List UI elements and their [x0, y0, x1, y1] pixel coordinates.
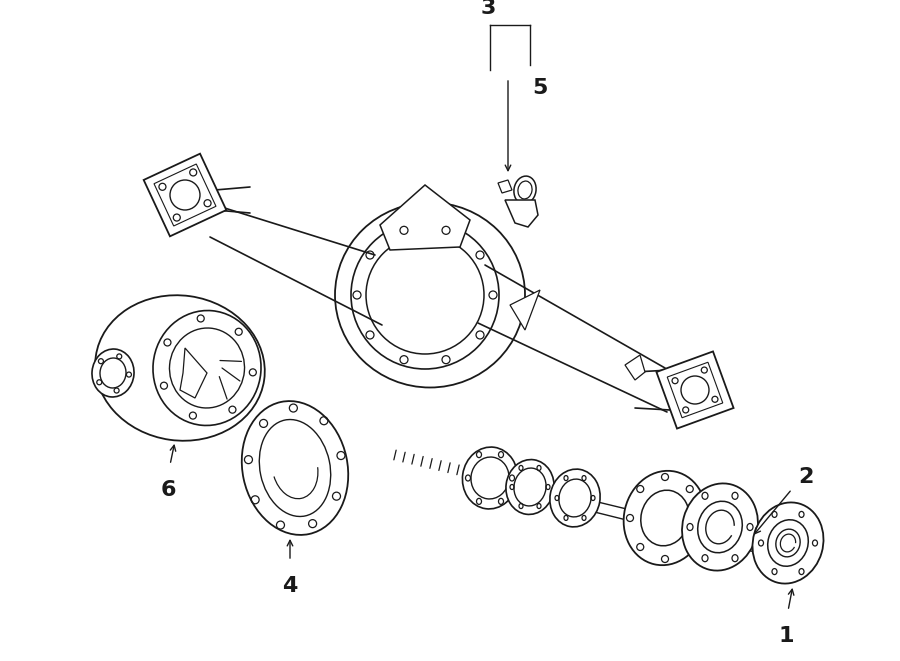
- Text: 5: 5: [532, 78, 547, 98]
- Polygon shape: [498, 180, 512, 193]
- Text: 6: 6: [160, 480, 176, 500]
- Text: 4: 4: [283, 576, 298, 596]
- Polygon shape: [625, 355, 645, 380]
- Text: 1: 1: [778, 626, 794, 646]
- Text: 2: 2: [798, 467, 814, 487]
- Polygon shape: [380, 185, 470, 250]
- Ellipse shape: [92, 349, 134, 397]
- Ellipse shape: [335, 202, 525, 387]
- Polygon shape: [144, 153, 226, 237]
- Text: 3: 3: [481, 0, 496, 18]
- Ellipse shape: [550, 469, 600, 527]
- Polygon shape: [180, 348, 207, 398]
- Ellipse shape: [95, 295, 265, 441]
- Ellipse shape: [514, 176, 536, 204]
- Polygon shape: [505, 200, 538, 227]
- Ellipse shape: [752, 502, 824, 584]
- Ellipse shape: [506, 459, 554, 514]
- Polygon shape: [656, 352, 734, 428]
- Ellipse shape: [624, 471, 706, 565]
- Ellipse shape: [242, 401, 348, 535]
- Ellipse shape: [463, 447, 518, 509]
- Ellipse shape: [682, 483, 758, 570]
- Polygon shape: [510, 290, 540, 330]
